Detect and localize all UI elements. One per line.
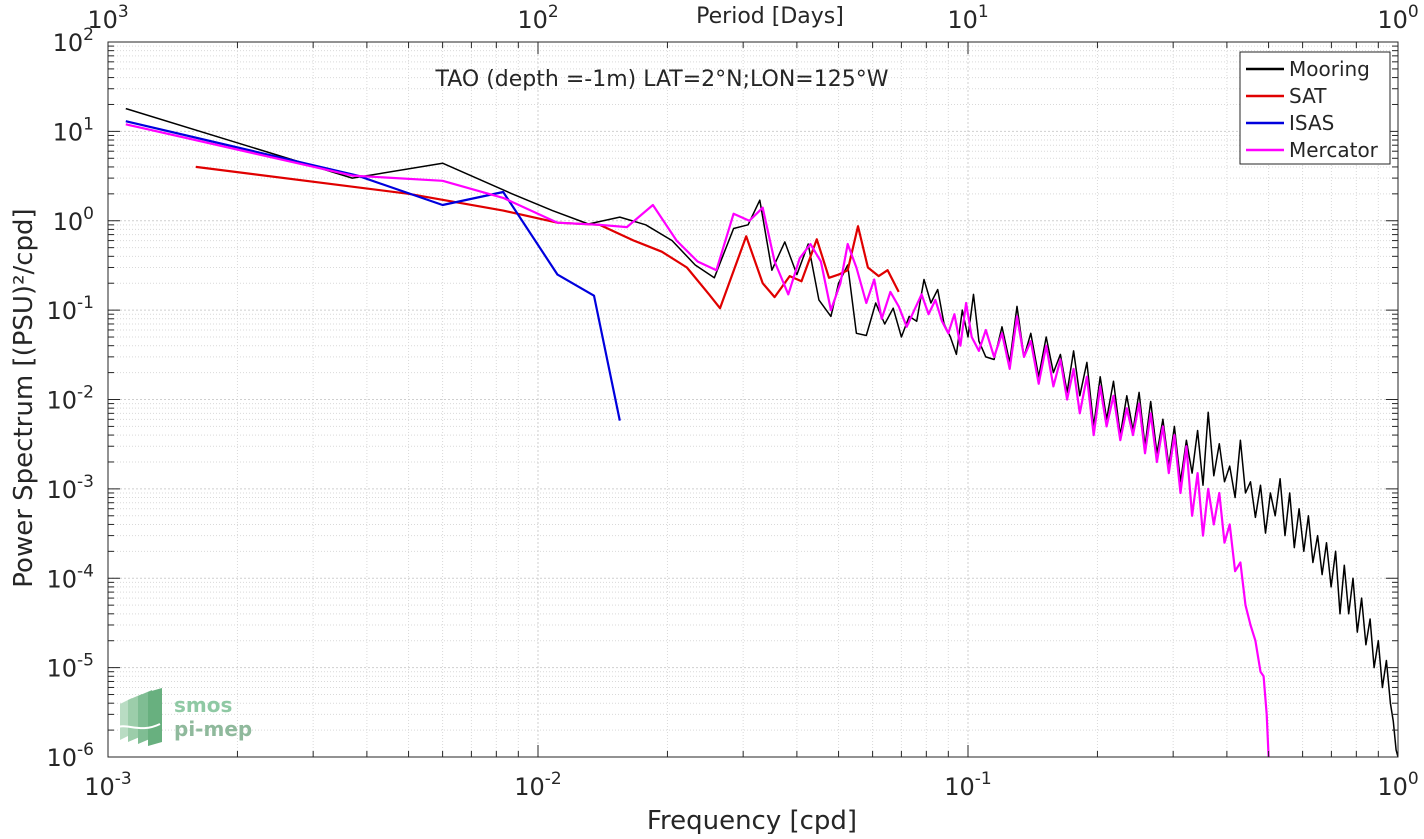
top-axis-label: Period [Days] [696, 4, 844, 29]
x-tick-label: 10-1 [944, 769, 992, 801]
legend-label-mercator: Mercator [1289, 138, 1379, 162]
x-tick-label: 10-3 [84, 769, 132, 801]
legend-label-mooring: Mooring [1289, 57, 1370, 81]
top-tick-labels: 103 102 101 100 [87, 2, 1418, 34]
legend-label-sat: SAT [1289, 84, 1327, 108]
y-tick-label: 100 [53, 204, 94, 236]
y-tick-label: 10-1 [47, 293, 95, 325]
tick-layer [107, 41, 1399, 758]
top-tick-label: 102 [517, 2, 558, 34]
series-line-isas [125, 120, 621, 421]
y-tick-label: 10-3 [47, 472, 95, 504]
top-tick-label: 103 [87, 2, 128, 34]
series-line-mercator [125, 123, 1270, 757]
top-tick-label: 101 [947, 2, 988, 34]
y-tick-label: 10-5 [47, 651, 95, 683]
x-tick-label: 10-2 [514, 769, 562, 801]
x-tick-label: 100 [1377, 769, 1418, 801]
y-tick-label: 101 [53, 114, 94, 146]
x-axis-label: Frequency [cpd] [647, 806, 857, 834]
smos-pi-mep-logo: smos pi-mep [115, 688, 252, 746]
grid-major [107, 41, 1399, 758]
chart-title: TAO (depth =-1m) LAT=2°N;LON=125°W [435, 67, 889, 92]
legend: Mooring SAT ISAS Mercator [1239, 51, 1391, 165]
series-line-sat [195, 165, 900, 310]
legend-label-isas: ISAS [1289, 111, 1334, 135]
y-tick-labels: 10-6 10-5 10-4 10-3 10-2 10-1 100 101 102 [47, 25, 95, 772]
x-tick-labels: 10-3 10-2 10-1 100 [84, 769, 1418, 801]
y-tick-label: 102 [53, 25, 94, 57]
y-tick-label: 10-2 [47, 383, 95, 415]
top-tick-label: 100 [1377, 2, 1418, 34]
logo-text-smos: smos [174, 693, 232, 717]
y-tick-label: 10-4 [47, 561, 95, 593]
series-layer [125, 107, 1398, 757]
legend-box [1239, 51, 1391, 165]
y-tick-label: 10-6 [47, 740, 95, 772]
series-line-mooring [125, 107, 1398, 757]
y-axis-label: Power Spectrum [(PSU)²/cpd] [9, 208, 39, 587]
logo-text-pimep: pi-mep [174, 717, 252, 741]
